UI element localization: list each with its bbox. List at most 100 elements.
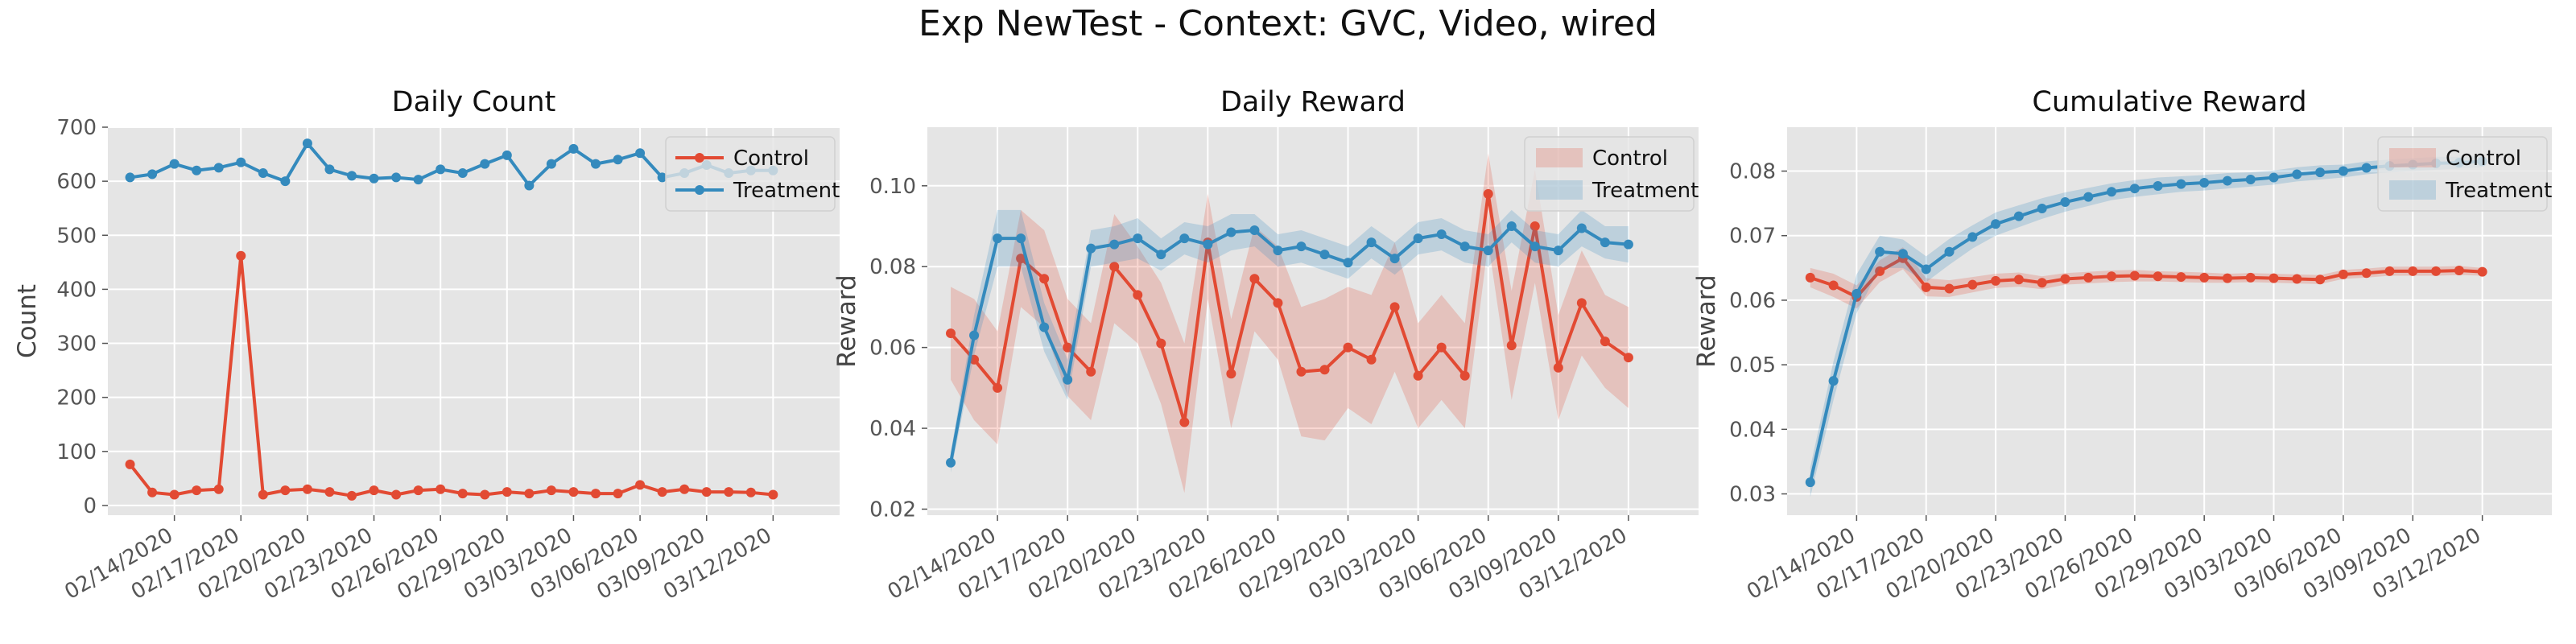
- chart-3-series-control-point: [2222, 273, 2232, 283]
- chart-1-series-treatment-point: [524, 180, 535, 191]
- chart-1-legend-control-marker: [695, 153, 704, 163]
- chart-3-y-tick-label: 0.06: [1729, 289, 1776, 313]
- chart-3-series-control-point: [1921, 282, 1931, 292]
- chart-3-series-control-point: [2361, 268, 2372, 279]
- chart-2-legend-treatment-label: Treatment: [1591, 179, 1699, 203]
- chart-1-series-treatment-point: [258, 168, 268, 179]
- chart-1-series-control-point: [413, 485, 423, 496]
- chart-2-y-tick-label: 0.10: [869, 175, 916, 199]
- chart-2-series-treatment-point: [1016, 233, 1026, 244]
- chart-2-series-control-point: [1553, 362, 1563, 373]
- chart-1-series-control-point: [480, 489, 490, 500]
- chart-1-series-treatment-point: [192, 165, 202, 175]
- chart-2-series-control-confidence-band: [951, 153, 1629, 493]
- chart-1-y-tick-label: 0: [83, 494, 97, 518]
- chart-3-series-treatment-point: [2268, 172, 2279, 183]
- chart-3-series-treatment-point: [1828, 376, 1839, 386]
- chart-2-series-treatment-point: [1506, 221, 1517, 232]
- chart-2-series-control-point: [1039, 274, 1050, 284]
- chart-1-y-axis-label: Count: [13, 284, 42, 358]
- chart-2-series-control-point: [1179, 417, 1190, 427]
- chart-3-series-control-confidence-band: [1810, 247, 2483, 309]
- chart-2-series-treatment-point: [1156, 250, 1166, 260]
- chart-3-series-control-point: [1991, 275, 2001, 286]
- chart-2-series-control-point: [946, 328, 956, 339]
- chart-2-series-treatment-point: [1249, 225, 1260, 236]
- chart-2-series-control-point: [1600, 336, 1610, 347]
- chart-1-y-tick-label: 500: [56, 224, 97, 248]
- chart-2-series-treatment-point: [1343, 258, 1353, 268]
- chart-2-series-control-point: [1343, 342, 1353, 353]
- chart-1-series-control-point: [236, 250, 246, 261]
- chart-2-y-tick-label: 0.06: [869, 336, 916, 361]
- chart-3-series-control-point: [2292, 274, 2302, 284]
- chart-3-series-treatment-point: [1875, 246, 1885, 257]
- chart-2-series-control-point: [1156, 338, 1166, 349]
- chart-2-series-treatment-point: [1459, 242, 1470, 252]
- chart-1-series-treatment-point: [147, 169, 158, 180]
- chart-3-series-treatment-point: [2292, 169, 2302, 180]
- chart-3-series-treatment-point: [2037, 204, 2047, 214]
- chart-3-series-treatment-point: [2153, 180, 2163, 191]
- chart-1-y-tick-label: 400: [56, 278, 97, 302]
- chart-2-y-tick-label: 0.08: [869, 255, 916, 279]
- chart-3-y-tick-label: 0.07: [1729, 225, 1776, 249]
- chart-2: 0.020.040.060.080.1002/14/202002/17/2020…: [832, 86, 1699, 605]
- chart-2-series-control-point: [1109, 262, 1120, 272]
- chart-2-series-treatment-point: [1319, 250, 1330, 260]
- chart-2-legend-treatment-swatch: [1536, 180, 1583, 200]
- chart-1-series-treatment-point: [436, 164, 446, 175]
- chart-2-series-treatment-point: [946, 457, 956, 468]
- chart-3-series-treatment-point: [1897, 249, 1908, 259]
- figure-title: Exp NewTest - Context: GVC, Video, wired: [919, 3, 1657, 44]
- chart-2-legend: Control Treatment: [1524, 136, 1699, 212]
- chart-2-series-treatment-point: [1226, 227, 1236, 237]
- chart-3-series-treatment-point: [2129, 184, 2140, 194]
- chart-2-series-control-point: [1063, 342, 1073, 353]
- chart-2-series-treatment-line: [949, 225, 1629, 464]
- chart-1-series-treatment-point: [236, 157, 246, 167]
- chart-1-legend: Control Treatment: [665, 136, 840, 212]
- chart-2-series-control-point: [1459, 370, 1470, 381]
- chart-3-series-control-point: [1967, 279, 1978, 290]
- chart-2-series-control-point: [1576, 298, 1587, 308]
- chart-1-series-treatment-point: [591, 159, 601, 169]
- chart-3-series-treatment-point: [2361, 163, 2372, 173]
- chart-3-series-treatment-point: [2245, 174, 2256, 184]
- chart-2-series-control-point: [1506, 341, 1517, 351]
- chart-1-series-treatment-point: [413, 175, 423, 185]
- chart-1-legend-treatment-label: Treatment: [733, 179, 840, 203]
- chart-1-series-control-point: [169, 489, 180, 500]
- chart-3-y-axis-label: Reward: [1692, 275, 1721, 367]
- chart-2-series-control-point: [1483, 188, 1493, 199]
- chart-3-legend-control-label: Control: [2446, 147, 2521, 171]
- chart-2-series-control-point: [1530, 221, 1540, 232]
- chart-2-series-control-point: [1133, 290, 1143, 300]
- chart-3-series-control-point: [2129, 270, 2140, 281]
- chart-1-series-treatment-point: [635, 148, 646, 159]
- chart-2-series-control-line: [949, 192, 1630, 424]
- chart-3-series-control-point: [2176, 272, 2186, 283]
- chart-3-legend-treatment-swatch: [2389, 180, 2436, 200]
- chart-3-series-control-point: [1805, 272, 1815, 283]
- chart-1-series-control-point: [768, 489, 778, 500]
- chart-2-series-treatment-point: [1483, 246, 1493, 256]
- chart-2-series-treatment-point: [1109, 239, 1120, 250]
- chart-3-legend-box: [2377, 136, 2548, 212]
- chart-2-legend-box: [1524, 136, 1695, 212]
- chart-1-series-control-point: [657, 487, 667, 497]
- chart-2-y-tick-label: 0.02: [869, 497, 916, 522]
- chart-1-series-treatment-point: [568, 143, 579, 154]
- chart-1-series-control-point: [724, 487, 734, 497]
- chart-1-title: Daily Count: [392, 86, 556, 118]
- chart-2-series-treatment-point: [993, 233, 1003, 244]
- chart-1: 010020030040050060070002/14/202002/17/20…: [13, 86, 840, 605]
- chart-3-series-control-point: [2083, 272, 2094, 283]
- chart-3-y-tick-label: 0.05: [1729, 353, 1776, 378]
- chart-3-series-control-point: [2454, 266, 2464, 276]
- chart-2-series-treatment-point: [1039, 322, 1050, 332]
- chart-1-series-treatment-point: [302, 138, 312, 149]
- chart-1-series-control-point: [679, 484, 690, 494]
- chart-1-series-treatment-point: [391, 172, 402, 183]
- chart-3-series-control-point: [2477, 266, 2487, 277]
